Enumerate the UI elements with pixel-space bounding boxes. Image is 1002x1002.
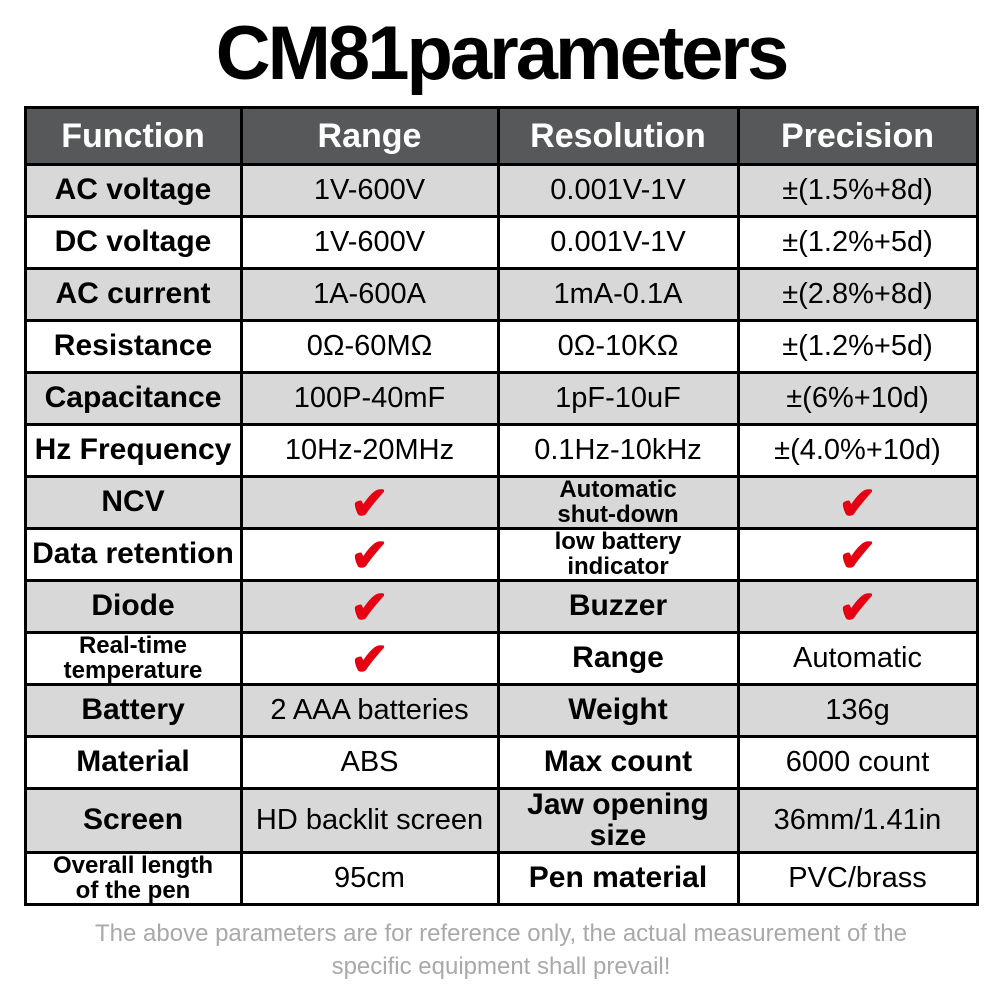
spec-label-cell: Real-time temperature	[23, 631, 243, 686]
spec-sheet: CM81parameters Function Range Resolution…	[0, 16, 1002, 1002]
column-header-resolution: Resolution	[496, 106, 740, 166]
spec-value-cell: 1A-600A	[239, 267, 500, 322]
spec-label-cell: Range	[496, 631, 740, 686]
table-row: DC voltage 1V-600V 0.001V-1V ±(1.2%+5d)	[23, 215, 979, 270]
spec-value-cell: 36mm/1.41in	[736, 786, 979, 855]
disclaimer-line-2: specific equipment shall prevail!	[331, 952, 671, 980]
spec-label-cell: Pen material	[496, 851, 740, 907]
disclaimer-line-1: The above parameters are for reference o…	[95, 920, 907, 948]
spec-label-cell: Resistance	[23, 319, 243, 374]
table-row: Hz Frequency 10Hz-20MHz 0.1Hz-10kHz ±(4.0%+…	[23, 423, 979, 478]
spec-label-cell: low battery indicator	[496, 527, 740, 582]
table-row: Material ABS Max count 6000 count	[23, 735, 979, 790]
spec-label-cell: AC current	[23, 267, 243, 322]
spec-value-cell: PVC/brass	[736, 851, 979, 907]
table-row: Overall length of the pen 95cm Pen materia…	[23, 851, 979, 907]
spec-value-cell: 6000 count	[736, 735, 979, 790]
spec-value-cell: ABS	[239, 735, 500, 790]
table-row: Resistance 0Ω-60MΩ 0Ω-10KΩ ±(1.2%+5d)	[23, 319, 979, 374]
table-row: Screen HD backlit screen Jaw opening size 3…	[23, 786, 979, 855]
table-row: AC current 1A-600A 1mA-0.1A ±(2.8%+8d)	[23, 267, 979, 322]
spec-value-cell: 0.1Hz-10kHz	[496, 423, 740, 478]
column-header-range: Range	[239, 106, 500, 166]
spec-table: Function Range Resolution Precision AC v…	[23, 106, 979, 907]
check-icon: ✔	[239, 475, 500, 530]
spec-value-cell: ±(6%+10d)	[736, 371, 979, 426]
spec-value-cell: 10Hz-20MHz	[239, 423, 500, 478]
column-header-function: Function	[23, 106, 243, 166]
spec-value-cell: 1pF-10uF	[496, 371, 740, 426]
check-icon: ✔	[239, 579, 500, 634]
spec-value-cell: Automatic	[736, 631, 979, 686]
spec-value-cell: ±(1.2%+5d)	[736, 319, 979, 374]
spec-label-cell: Weight	[496, 683, 740, 738]
spec-value-cell: 95cm	[239, 851, 500, 907]
spec-value-cell: 1V-600V	[239, 215, 500, 270]
spec-label-cell: Diode	[23, 579, 243, 634]
table-row: NCV ✔ Automatic shut-down ✔	[23, 475, 979, 530]
spec-label-cell: NCV	[23, 475, 243, 530]
page-title: CM81parameters	[215, 11, 790, 96]
spec-value-cell: ±(1.2%+5d)	[736, 215, 979, 270]
spec-value-cell: HD backlit screen	[239, 786, 500, 855]
spec-value-cell: 0.001V-1V	[496, 215, 740, 270]
spec-label-cell: DC voltage	[23, 215, 243, 270]
spec-label-cell: Hz Frequency	[23, 423, 243, 478]
table-row: Data retention ✔ low battery indicator ✔	[23, 527, 979, 582]
spec-label-cell: AC voltage	[23, 163, 243, 218]
spec-table-body: AC voltage 1V-600V 0.001V-1V ±(1.5%+8d) DC v…	[23, 163, 979, 907]
spec-value-cell: ±(2.8%+8d)	[736, 267, 979, 322]
spec-label-cell: Data retention	[23, 527, 243, 582]
spec-label-cell: Automatic shut-down	[496, 475, 740, 530]
table-row: Real-time temperature ✔ Range Automatic	[23, 631, 979, 686]
check-icon: ✔	[736, 475, 979, 530]
spec-label-cell: Overall length of the pen	[23, 851, 243, 907]
spec-label-cell: Max count	[496, 735, 740, 790]
spec-value-cell: 0.001V-1V	[496, 163, 740, 218]
spec-label-cell: Jaw opening size	[496, 786, 740, 855]
spec-value-cell: 100P-40mF	[239, 371, 500, 426]
disclaimer-note: The above parameters are for reference o…	[0, 918, 1002, 983]
spec-label-cell: Capacitance	[23, 371, 243, 426]
spec-label-cell: Screen	[23, 786, 243, 855]
spec-label-cell: Battery	[23, 683, 243, 738]
table-row: AC voltage 1V-600V 0.001V-1V ±(1.5%+8d)	[23, 163, 979, 218]
column-header-precision: Precision	[736, 106, 979, 166]
spec-value-cell: 1V-600V	[239, 163, 500, 218]
check-icon: ✔	[239, 631, 500, 686]
table-row: Diode ✔ Buzzer ✔	[23, 579, 979, 634]
table-header: Function Range Resolution Precision	[23, 106, 979, 166]
spec-value-cell: ±(4.0%+10d)	[736, 423, 979, 478]
check-icon: ✔	[736, 527, 979, 582]
table-row: Capacitance 100P-40mF 1pF-10uF ±(6%+10d)	[23, 371, 979, 426]
check-icon: ✔	[736, 579, 979, 634]
spec-value-cell: 2 AAA batteries	[239, 683, 500, 738]
header-row: Function Range Resolution Precision	[23, 106, 979, 166]
spec-value-cell: 0Ω-10KΩ	[496, 319, 740, 374]
spec-value-cell: 136g	[736, 683, 979, 738]
check-icon: ✔	[239, 527, 500, 582]
spec-label-cell: Buzzer	[496, 579, 740, 634]
spec-value-cell: ±(1.5%+8d)	[736, 163, 979, 218]
spec-value-cell: 0Ω-60MΩ	[239, 319, 500, 374]
spec-value-cell: 1mA-0.1A	[496, 267, 740, 322]
spec-label-cell: Material	[23, 735, 243, 790]
table-row: Battery 2 AAA batteries Weight 136g	[23, 683, 979, 738]
